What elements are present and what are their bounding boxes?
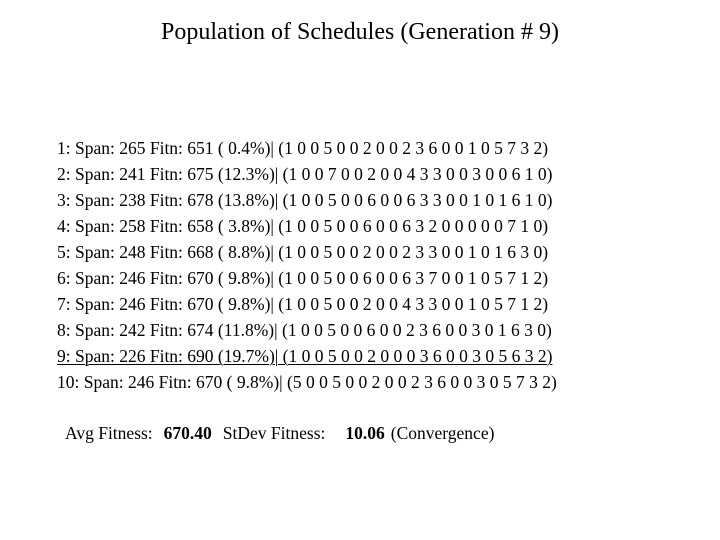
population-row-1: 1: Span: 265 Fitn: 651 ( 0.4%)| (1 0 0 5… bbox=[57, 138, 549, 158]
slide-title: Population of Schedules (Generation # 9) bbox=[161, 19, 559, 45]
population-row-9: 9: Span: 226 Fitn: 690 (19.7%)| (1 0 0 5… bbox=[57, 346, 553, 366]
population-row-8: 8: Span: 242 Fitn: 674 (11.8%)| (1 0 0 5… bbox=[57, 320, 552, 340]
avg-fitness-value: 670.40 bbox=[163, 423, 212, 443]
stdev-fitness-value: 10.06 bbox=[345, 423, 385, 443]
stdev-fitness-label: StDev Fitness: bbox=[222, 423, 326, 443]
population-row-4: 4: Span: 258 Fitn: 658 ( 3.8%)| (1 0 0 5… bbox=[57, 216, 549, 236]
convergence-note: (Convergence) bbox=[390, 423, 495, 443]
population-row-3: 3: Span: 238 Fitn: 678 (13.8%)| (1 0 0 5… bbox=[57, 190, 553, 210]
population-row-6: 6: Span: 246 Fitn: 670 ( 9.8%)| (1 0 0 5… bbox=[57, 268, 549, 288]
avg-fitness-label: Avg Fitness: bbox=[65, 423, 153, 443]
population-row-5: 5: Span: 248 Fitn: 668 ( 8.8%)| (1 0 0 5… bbox=[57, 242, 549, 262]
fitness-summary: Avg Fitness: 670.40 StDev Fitness: 10.06 (Co… bbox=[65, 423, 494, 444]
population-row-2: 2: Span: 241 Fitn: 675 (12.3%)| (1 0 0 7… bbox=[57, 164, 553, 184]
population-row-7: 7: Span: 246 Fitn: 670 ( 9.8%)| (1 0 0 5… bbox=[57, 294, 549, 314]
population-list: 1: Span: 265 Fitn: 651 ( 0.4%)| (1 0 0 5… bbox=[57, 135, 557, 395]
population-row-10: 10: Span: 246 Fitn: 670 ( 9.8%)| (5 0 0 … bbox=[57, 372, 557, 392]
